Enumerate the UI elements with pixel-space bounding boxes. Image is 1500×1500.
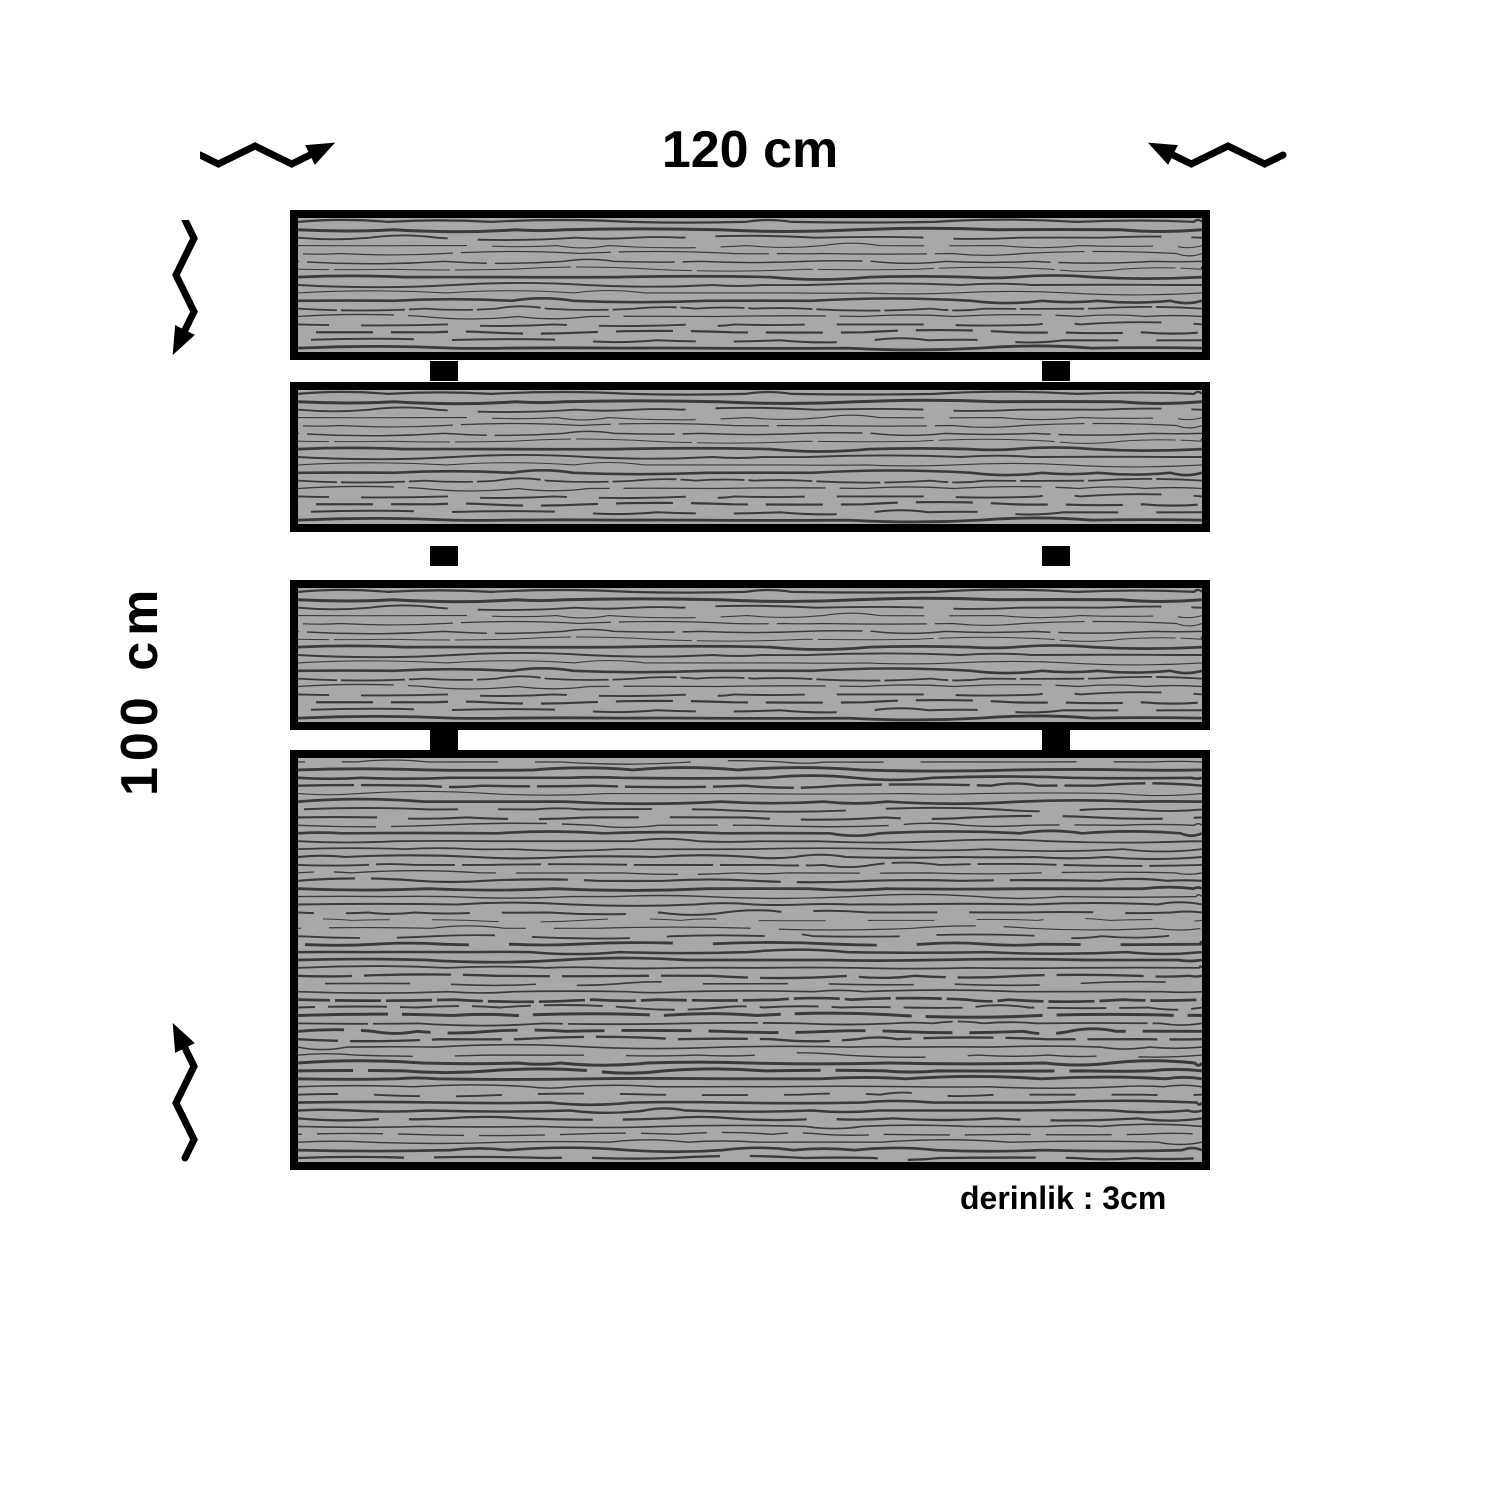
diagram-stage: 120 cm 100 cm derinlik : 3cm (0, 0, 1500, 1500)
wood-plank (290, 580, 1210, 730)
plank-connector (430, 546, 458, 566)
plank-connector (1042, 730, 1070, 750)
wood-plank (290, 210, 1210, 360)
plank-connector (430, 361, 458, 381)
height-dimension-label: 100 cm (110, 210, 170, 1170)
wood-plank (290, 382, 1210, 532)
width-arrow-right-icon (1140, 135, 1288, 175)
width-arrow-left-icon (200, 135, 348, 175)
plank-connector (430, 730, 458, 750)
plank-connector (1042, 546, 1070, 566)
width-dimension-label: 120 cm (290, 120, 1210, 180)
height-arrow-bottom-icon (165, 1015, 205, 1163)
height-arrow-top-icon (165, 220, 205, 368)
wood-plank (290, 750, 1210, 1170)
plank-connector (1042, 361, 1070, 381)
depth-dimension-label: derinlik : 3cm (960, 1180, 1166, 1217)
plank-panel-assembly (290, 210, 1210, 1170)
